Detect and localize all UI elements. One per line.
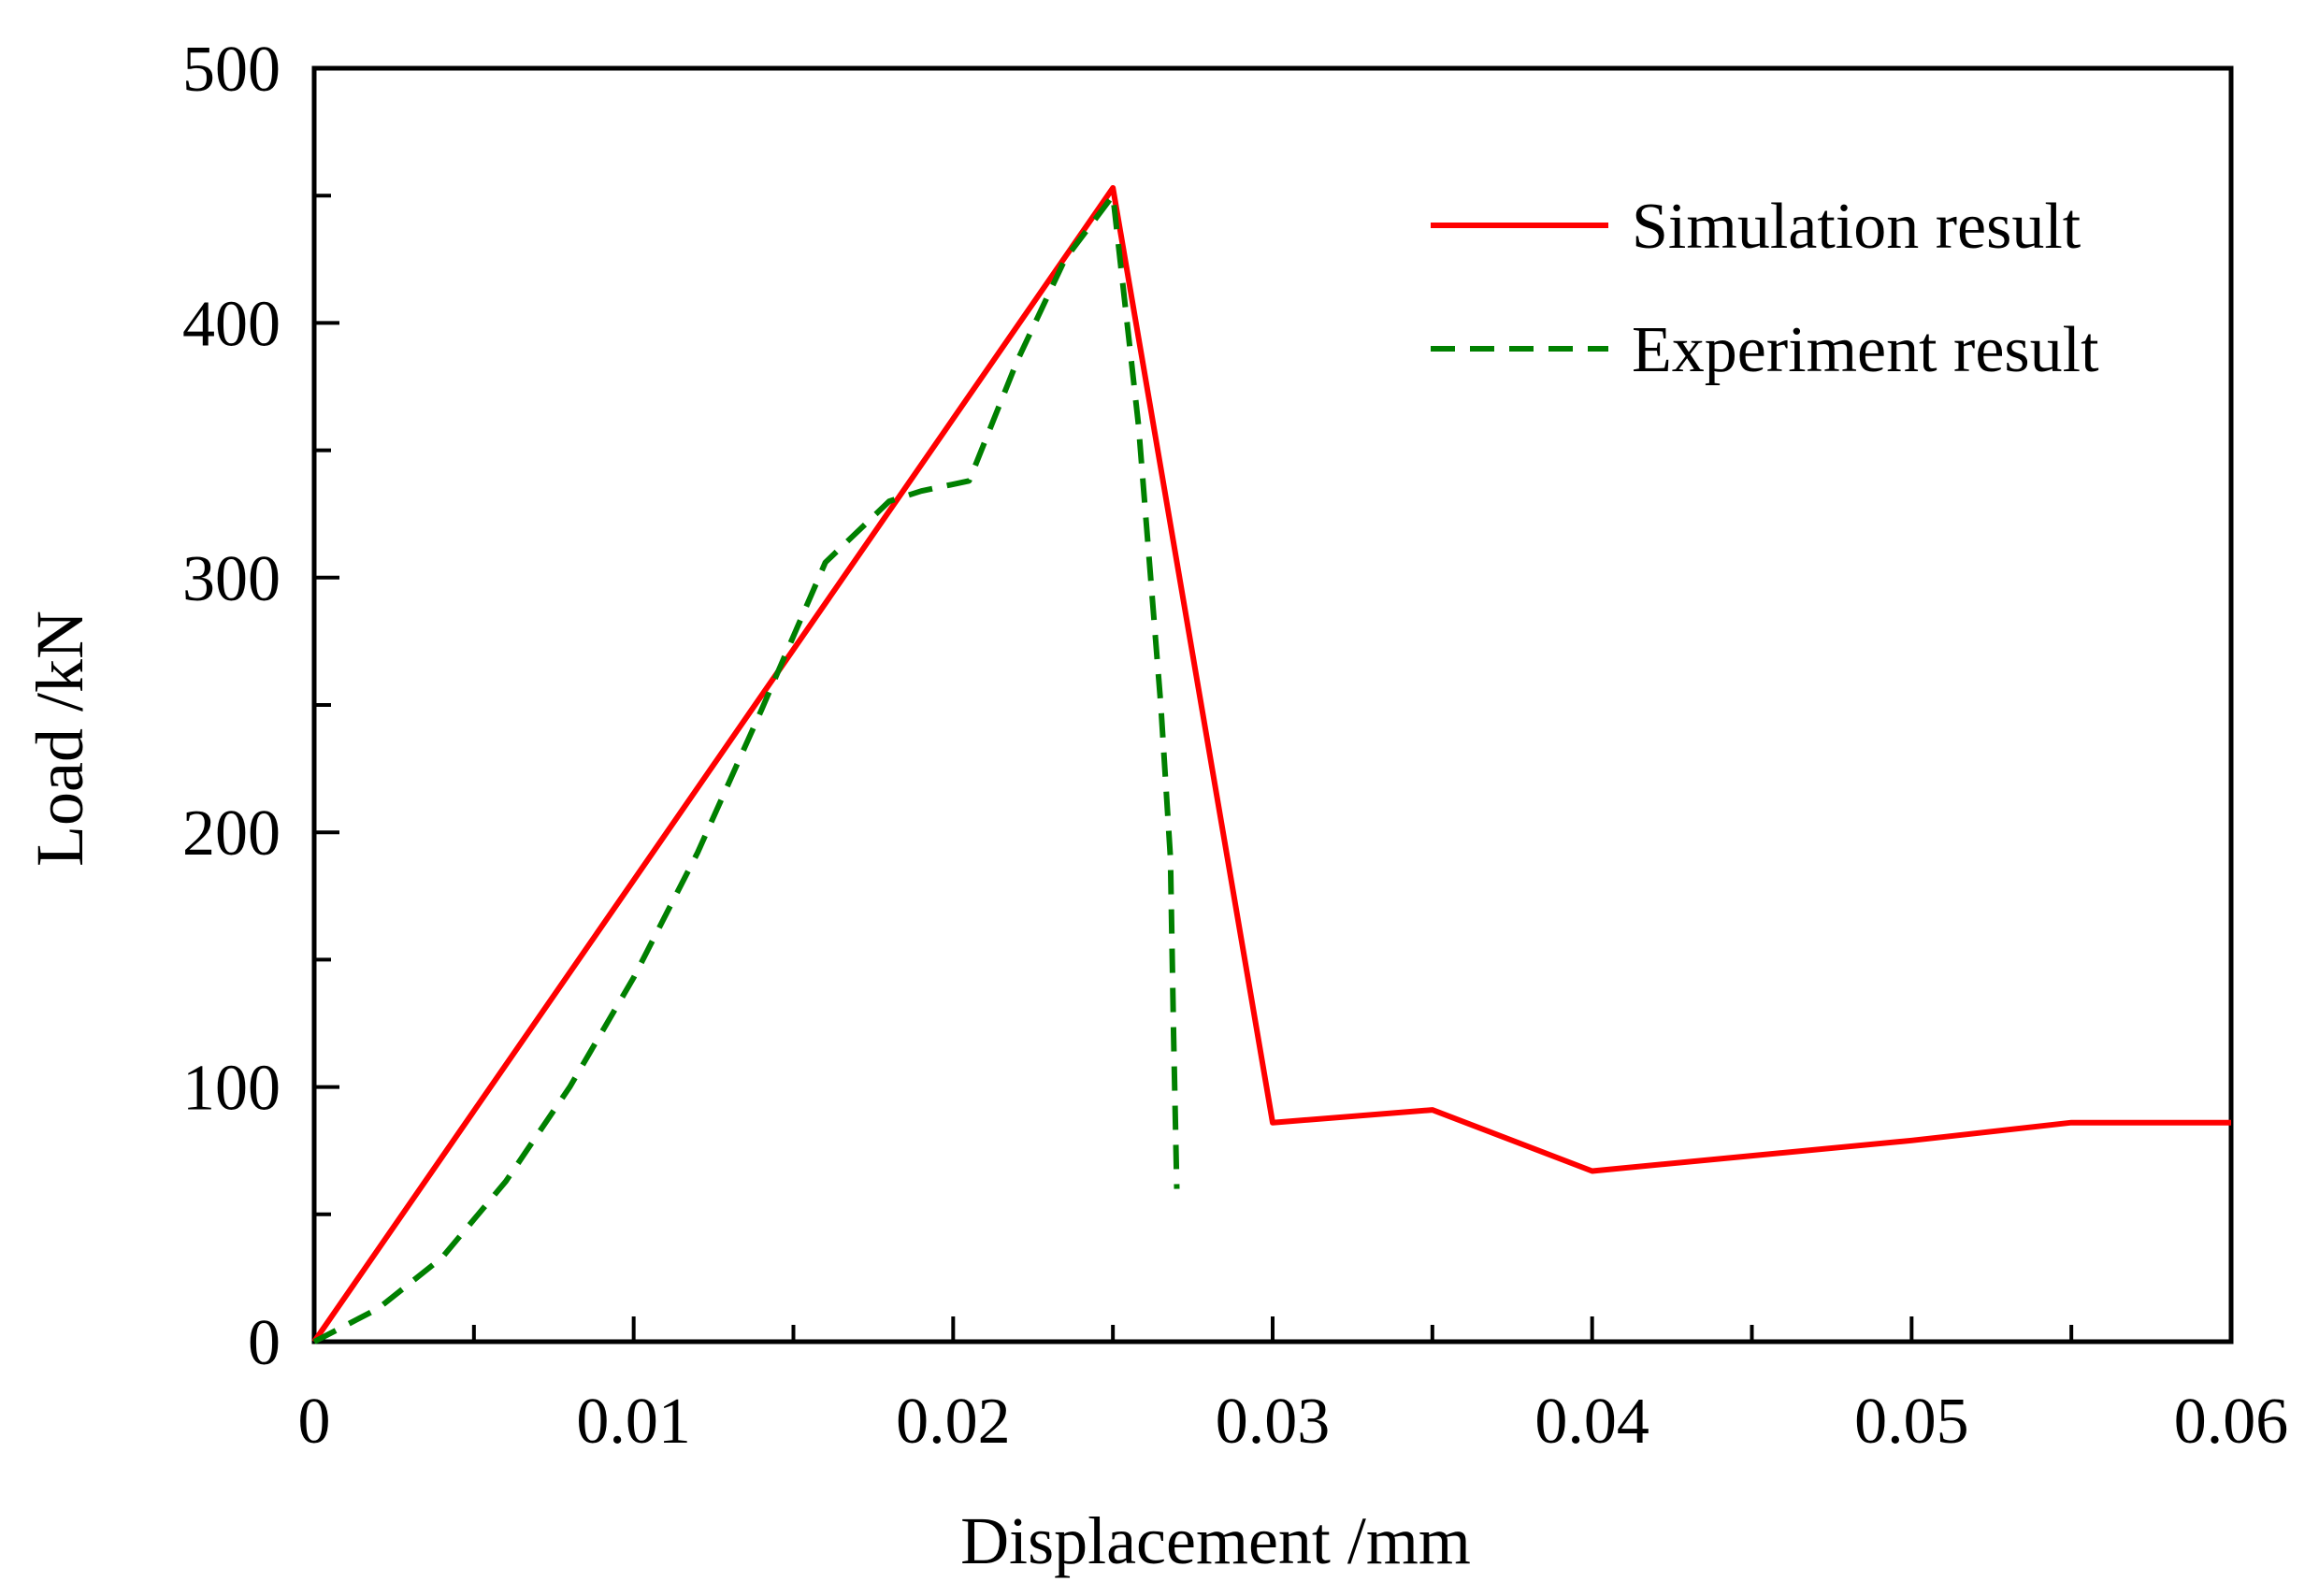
y-tick-label: 300 — [182, 543, 281, 615]
x-tick-label: 0.02 — [896, 1386, 1011, 1458]
y-tick-label: 500 — [182, 34, 281, 106]
x-tick-label: 0.01 — [576, 1386, 691, 1458]
x-tick-label: 0 — [298, 1386, 331, 1458]
x-tick-label: 0.04 — [1534, 1386, 1649, 1458]
axis-ticks — [312, 66, 2233, 1344]
x-axis-title: Displacement /mm — [960, 1503, 1471, 1578]
y-tick-label: 200 — [182, 798, 281, 870]
experiment-result-line — [312, 193, 1180, 1344]
x-tick-label: 0.06 — [2174, 1386, 2289, 1458]
y-tick-label: 0 — [248, 1307, 281, 1379]
y-axis-title: Load /kN — [22, 611, 97, 867]
legend-label-experiment: Experiment result — [1632, 314, 2099, 386]
legend-label-simulation: Simulation result — [1632, 191, 2081, 263]
x-tick-label: 0.05 — [1854, 1386, 1969, 1458]
tick-labels: 0 0.01 0.02 0.03 0.04 0.05 0.06 0 100 200 300 400 50… — [182, 34, 2288, 1458]
y-tick-label: 400 — [182, 288, 281, 360]
legend: Simulation result Experiment result — [1431, 191, 2099, 386]
y-tick-label: 100 — [182, 1053, 281, 1125]
simulation-result-line — [311, 185, 2231, 1344]
data-series — [311, 185, 2231, 1344]
x-tick-label: 0.03 — [1216, 1386, 1331, 1458]
